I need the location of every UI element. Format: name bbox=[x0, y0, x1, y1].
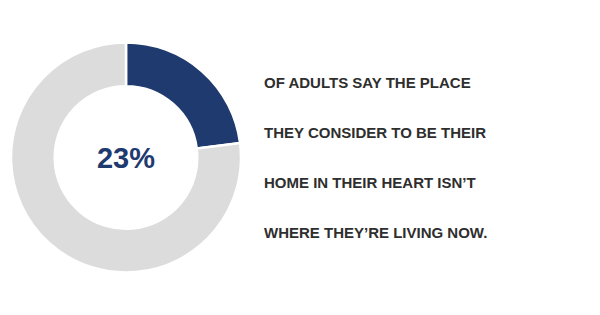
donut: 23% bbox=[11, 43, 241, 273]
annotation-text: OF ADULTS SAY THE PLACE THEY CONSIDER TO … bbox=[264, 74, 487, 241]
chart: 23% OF ADULTS SAY THE PLACE THEY CONSIDER … bbox=[0, 0, 600, 315]
center-label: 23% bbox=[97, 142, 155, 174]
slice bbox=[11, 43, 241, 273]
annotation: HOME IN THEIR HEART ISN’T bbox=[264, 174, 476, 191]
annotation: THEY CONSIDER TO BE THEIR bbox=[264, 124, 486, 141]
annotation: WHERE THEY’RE LIVING NOW. bbox=[264, 224, 487, 241]
annotation: OF ADULTS SAY THE PLACE bbox=[264, 74, 471, 91]
slice bbox=[126, 43, 240, 149]
